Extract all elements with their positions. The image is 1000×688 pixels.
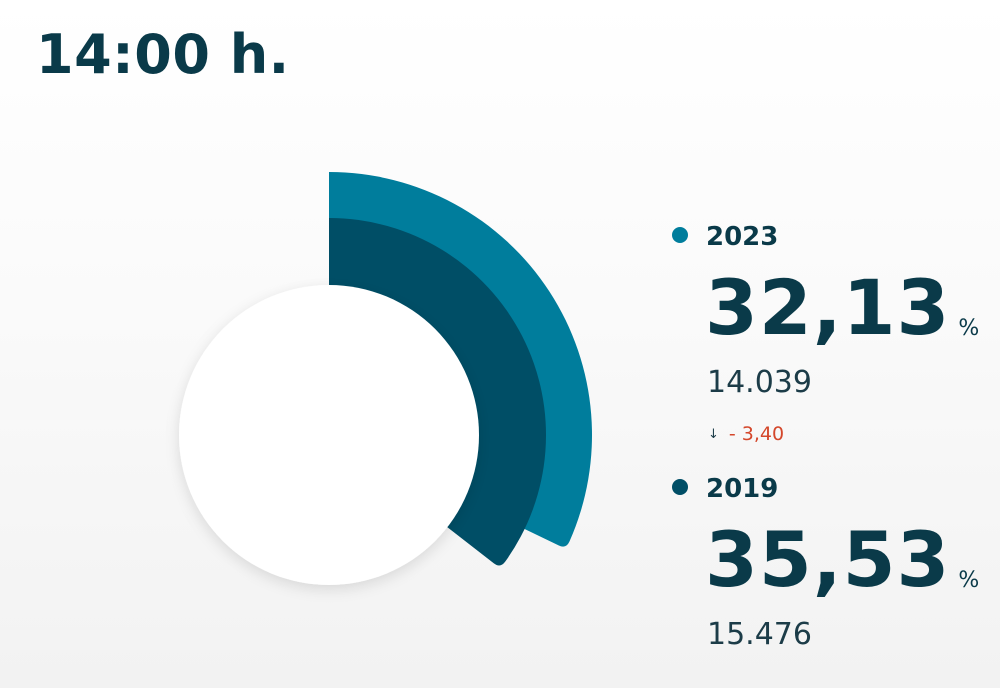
count-value-2023: 14.039	[707, 365, 812, 400]
legend-year-2023: 2023	[706, 222, 779, 252]
delta-value: - 3,40	[728, 423, 785, 445]
percent-value-2023: 32,13	[705, 263, 951, 352]
page-title: 14:00 h.	[36, 23, 290, 86]
legend-dot-2019	[672, 479, 688, 495]
chart-center-disc	[179, 285, 479, 585]
radial-bar-2019	[329, 218, 547, 566]
percent-value-2019: 35,53	[705, 515, 951, 604]
legend-dot-2023	[672, 227, 688, 243]
percent-unit-2019: %	[958, 568, 980, 593]
percent-unit-2023: %	[958, 316, 980, 341]
count-value-2019: 15.476	[707, 617, 812, 652]
legend-item-2023: 2023 32,13 % 14.039	[672, 222, 979, 398]
delta-indicator: ↓ - 3,40	[708, 425, 784, 444]
legend-year-2019: 2019	[706, 474, 779, 504]
legend-item-2019: 2019 35,53 % 15.476	[672, 474, 979, 650]
arrow-down-icon: ↓	[708, 427, 719, 442]
